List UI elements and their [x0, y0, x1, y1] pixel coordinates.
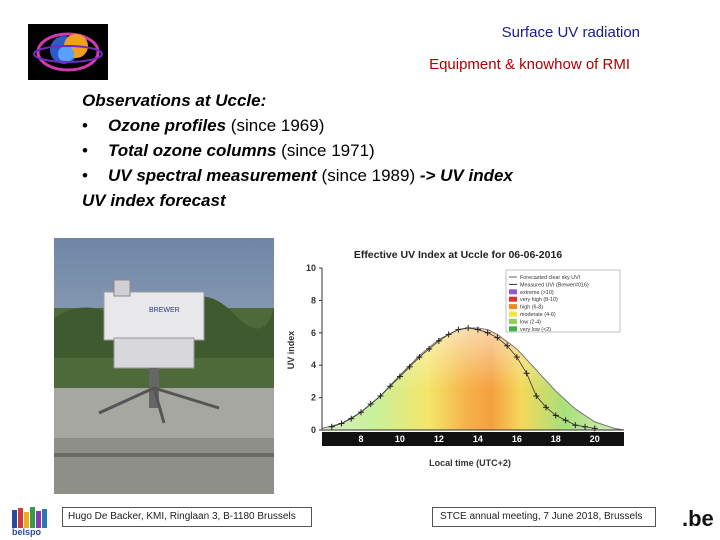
measured-point: [562, 417, 569, 424]
observation-item: • Total ozone columns (since 1971): [82, 138, 642, 163]
measured-point: [455, 326, 462, 333]
forecast-line: UV index forecast: [82, 191, 226, 210]
legend-entry: Forecasted clear sky UVI: [520, 275, 580, 281]
belspo-wordmark: belspo: [12, 527, 42, 537]
instrument-picture-icon: BREWER: [54, 238, 274, 494]
chart-ylabel: UV index: [286, 331, 296, 370]
measured-point: [494, 334, 501, 341]
footer-right-frame: [432, 507, 656, 527]
belspo-bars-icon: [12, 507, 47, 528]
measured-point: [367, 401, 374, 408]
bullet: •: [82, 141, 88, 160]
y-tick-label: 6: [311, 328, 316, 338]
measured-point: [396, 373, 403, 380]
measured-point: [582, 423, 589, 430]
legend-entry: very high (8-10): [520, 297, 558, 303]
footer-author: Hugo De Backer, KMI, Ringlaan 3, B-1180 …: [68, 511, 296, 522]
observation-item: • Ozone profiles (since 1969): [82, 113, 642, 138]
legend-entry: Measured UVI (Brewer#016): [520, 282, 589, 288]
observation-label: Total ozone columns: [108, 141, 277, 160]
y-tick-label: 8: [311, 295, 316, 305]
observations-block: Observations at Uccle: • Ozone profiles (…: [82, 88, 642, 213]
measured-point: [406, 363, 413, 370]
chart-title: Effective UV Index at Uccle for 06-06-20…: [354, 249, 563, 261]
y-tick-label: 2: [311, 393, 316, 403]
belspo-logo: [10, 506, 54, 528]
observation-note: (since 1989): [316, 166, 416, 185]
brewer-label: BREWER: [149, 307, 180, 314]
measured-point: [523, 370, 530, 377]
measured-point: [387, 383, 394, 390]
measured-point: [426, 346, 433, 352]
legend-swatch: [509, 311, 517, 317]
observation-item: • UV spectral measurement (since 1989) ->…: [82, 163, 642, 188]
x-tick-label: 16: [512, 434, 522, 444]
x-tick-label: 10: [395, 434, 405, 444]
measured-point: [572, 422, 579, 429]
footer-left-frame: [62, 507, 312, 527]
measured-point: [533, 392, 540, 399]
measured-point: [465, 324, 472, 331]
legend-swatch: [509, 318, 517, 324]
bullet: •: [82, 116, 88, 135]
legend-frame: [505, 269, 621, 333]
bullet: •: [82, 166, 88, 185]
uv-index-chart: Effective UV Index at Uccle for 06-06-20…: [284, 240, 632, 472]
x-tick-label: 14: [473, 434, 483, 444]
measured-point: [445, 331, 452, 338]
legend-entry: extreme (>10): [520, 290, 554, 296]
x-tick-label: 12: [434, 434, 444, 444]
measured-point: [504, 342, 511, 349]
y-tick-label: 10: [306, 263, 316, 273]
measured-point: [377, 392, 384, 399]
measured-point: [484, 329, 491, 336]
observation-label: UV spectral measurement: [108, 166, 317, 185]
rmi-logo: [28, 24, 108, 80]
observation-suffix: -> UV index: [415, 166, 513, 185]
measured-point: [328, 423, 335, 430]
legend-swatch: [509, 289, 517, 295]
x-tick-label: 20: [590, 434, 600, 444]
legend-entry: high (6-8): [520, 305, 543, 311]
forecast-area-shade: [322, 327, 624, 430]
observation-label: Ozone profiles: [108, 116, 227, 135]
legend-swatch: [509, 304, 517, 310]
x-tick-label: 18: [551, 434, 561, 444]
observation-note: (since 1971): [276, 141, 375, 160]
measured-point: [543, 404, 550, 411]
logo-graphic-icon: [28, 24, 108, 80]
footer-event: STCE annual meeting, 7 June 2018, Brusse…: [440, 511, 643, 522]
slide-title: Surface UV radiation: [501, 24, 640, 41]
chart-xlabel: Local time (UTC+2): [429, 458, 511, 468]
measured-point: [591, 425, 598, 432]
legend-entry: low (2-4): [520, 319, 541, 325]
legend-entry: very low (<2): [520, 327, 551, 333]
observation-note: (since 1969): [226, 116, 325, 135]
legend-swatch: [509, 326, 517, 332]
measured-point: [348, 415, 355, 422]
legend-swatch: [509, 296, 517, 302]
x-tick-label: 8: [358, 434, 363, 444]
measured-point: [416, 354, 423, 361]
observations-heading: Observations at Uccle:: [82, 91, 267, 110]
y-tick-label: 0: [311, 425, 316, 435]
measured-point: [435, 337, 442, 344]
brewer-photo: BREWER: [54, 238, 274, 494]
measured-line: [331, 327, 595, 429]
measured-point: [513, 354, 520, 361]
y-tick-label: 4: [311, 360, 316, 370]
measured-point: [474, 326, 481, 333]
measured-point: [552, 412, 559, 419]
legend-entry: moderate (4-6): [520, 312, 556, 318]
be-logo: .be: [682, 506, 714, 531]
slide-subtitle: Equipment & knowhow of RMI: [429, 56, 630, 73]
x-tick-band: [322, 432, 624, 446]
measured-point: [338, 420, 345, 427]
measured-point: [357, 409, 364, 416]
